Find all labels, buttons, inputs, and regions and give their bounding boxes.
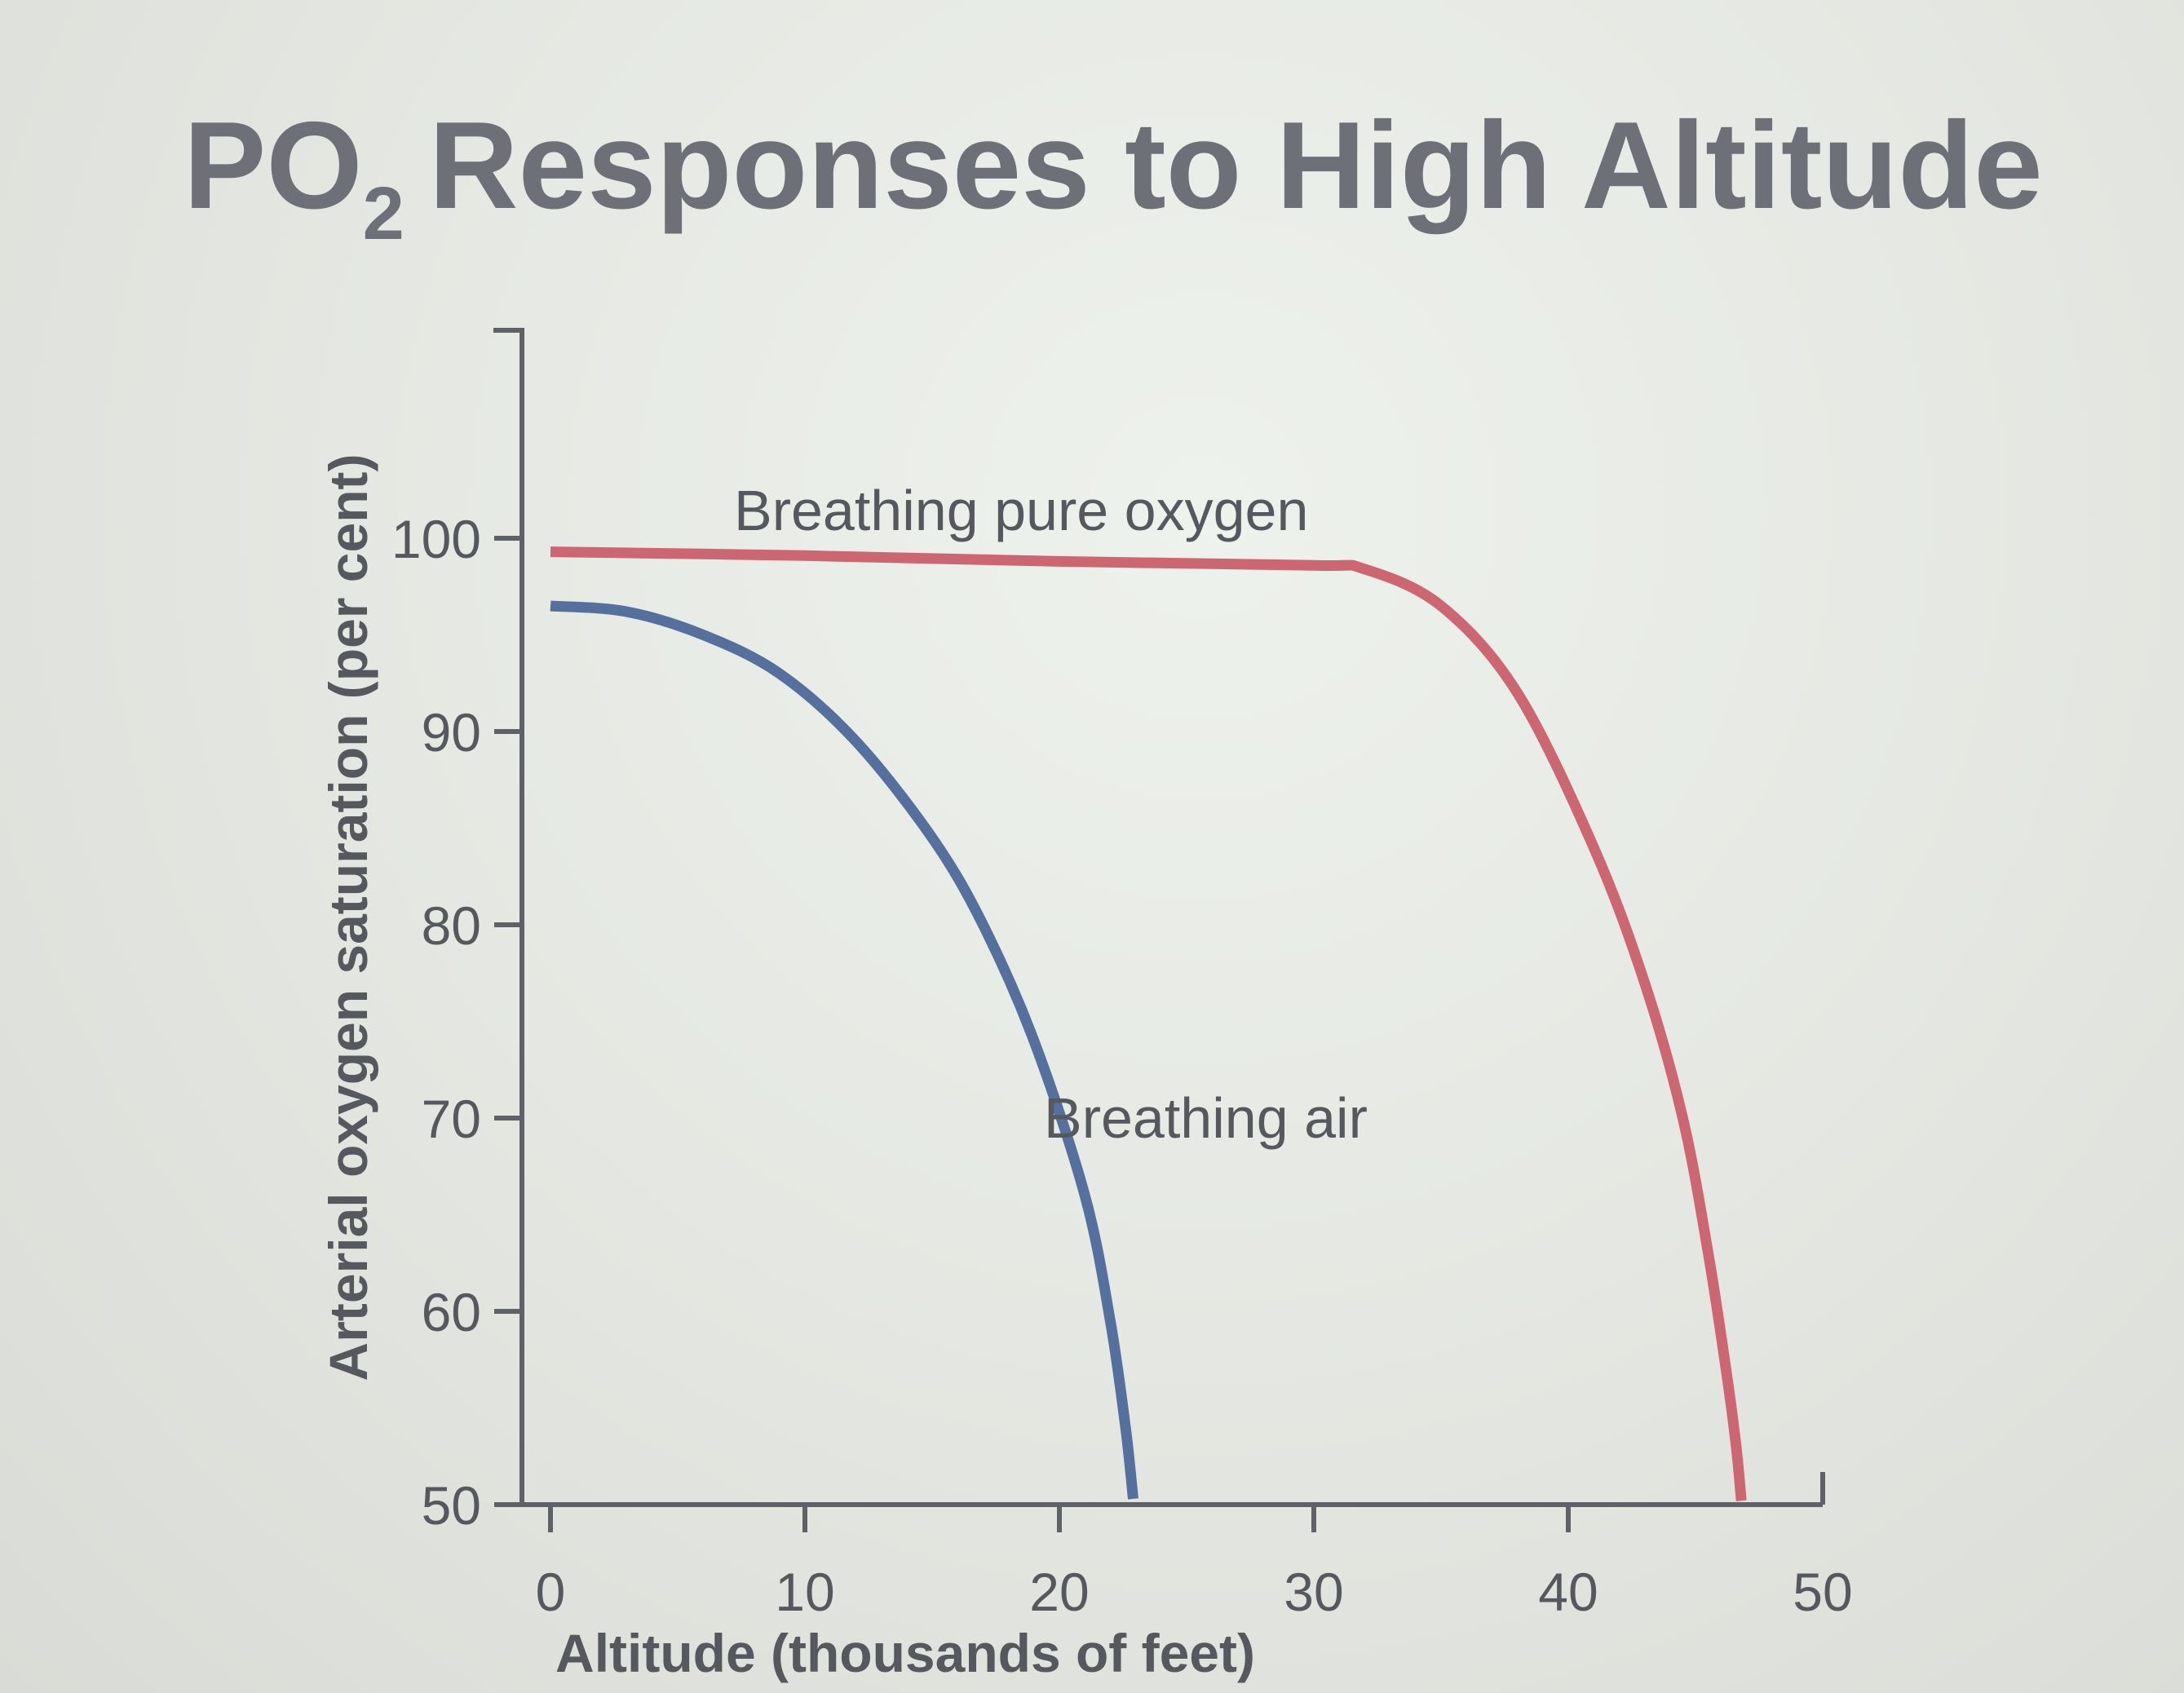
x-tick-label-20: 20	[1029, 1562, 1089, 1622]
x-tick-label-10: 10	[775, 1562, 834, 1622]
x-tick-label-40: 40	[1538, 1562, 1598, 1622]
x-ticks: 0 10 20 30 40 50	[536, 1472, 1853, 1622]
title-rest: Responses to High Altitude	[428, 96, 2043, 235]
series-label-breathing-air: Breathing air	[1044, 1086, 1368, 1150]
title-main: PO	[183, 96, 363, 235]
x-axis-label: Altitude (thousands of feet)	[555, 1623, 1255, 1683]
x-tick-label-0: 0	[536, 1562, 566, 1622]
series-line-breathing-pure-oxygen	[550, 546, 1747, 1501]
y-tick-label-70: 70	[422, 1089, 481, 1149]
y-tick-label-60: 60	[422, 1282, 481, 1342]
title-subscript: 2	[362, 172, 405, 255]
y-tick-label-50: 50	[422, 1475, 481, 1536]
y-tick-label-80: 80	[422, 895, 481, 956]
series-label-breathing-pure-oxygen: Breathing pure oxygen	[734, 479, 1308, 542]
y-tick-label-100: 100	[391, 509, 481, 569]
y-ticks: 50 60 70 80 90 100	[391, 509, 522, 1536]
series-line-breathing-air	[550, 600, 1138, 1500]
series-lines	[550, 546, 1747, 1501]
y-tick-label-90: 90	[422, 702, 481, 763]
x-tick-label-30: 30	[1284, 1562, 1343, 1622]
x-tick-label-50: 50	[1793, 1562, 1852, 1622]
y-axis-label: Arterial oxygen saturation (per cent)	[318, 454, 378, 1381]
chart-title: PO2 Responses to High Altitude	[183, 96, 2043, 254]
